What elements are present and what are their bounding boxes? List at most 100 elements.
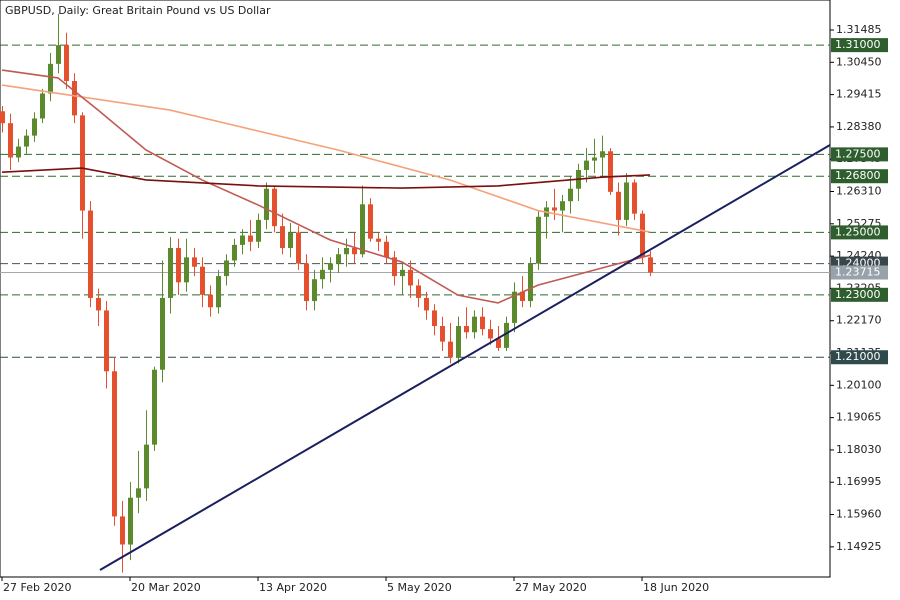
candle-body xyxy=(328,263,333,270)
candle-body xyxy=(168,248,173,298)
trendline xyxy=(99,144,831,571)
candle-body xyxy=(152,369,157,445)
chart-title: GBPUSD, Daily: Great Britain Pound vs US… xyxy=(5,4,271,17)
candle-body xyxy=(416,285,421,298)
candle-body xyxy=(232,244,237,261)
candle-body xyxy=(552,207,557,211)
y-tick-label: 1.15960 xyxy=(836,508,882,521)
price-level-box xyxy=(831,169,888,184)
candle-body xyxy=(440,326,445,342)
candle-body xyxy=(288,232,293,249)
candle-body xyxy=(304,263,309,302)
candle-body xyxy=(256,219,261,242)
price-level-box xyxy=(831,287,888,302)
moving-average xyxy=(1,167,651,189)
candle-body xyxy=(456,326,461,358)
candle-body xyxy=(128,497,133,545)
candle-body xyxy=(136,488,141,498)
candle-body xyxy=(568,188,573,202)
candle-body xyxy=(488,329,493,339)
candle-body xyxy=(584,160,589,170)
price-level-box xyxy=(831,350,888,365)
candle-body xyxy=(48,63,53,94)
plot-frame xyxy=(0,0,831,578)
y-tick-label: 1.28380 xyxy=(836,120,882,133)
candle-body xyxy=(208,294,213,308)
y-tick-label: 1.16995 xyxy=(836,475,882,488)
price-level-label: 1.23000 xyxy=(835,288,881,301)
candle-body xyxy=(592,157,597,161)
y-tick-label: 1.14925 xyxy=(836,540,882,553)
candle-body xyxy=(600,151,605,158)
candle-body xyxy=(176,248,181,283)
price-level-box xyxy=(831,38,888,53)
candle-body xyxy=(224,260,229,277)
y-tick-label: 1.20100 xyxy=(836,378,882,391)
price-level-label: 1.23715 xyxy=(835,266,881,279)
candle-body xyxy=(472,316,477,333)
price-level-label: 1.26800 xyxy=(835,169,881,182)
price-level-label: 1.31000 xyxy=(835,38,881,51)
candle-body xyxy=(80,115,85,211)
candle-body xyxy=(520,291,525,302)
candle-body xyxy=(464,326,469,333)
x-tick-label: 27 Feb 2020 xyxy=(3,581,71,594)
y-tick-label: 1.19065 xyxy=(836,411,882,424)
candle-body xyxy=(320,269,325,280)
price-level-box xyxy=(831,265,888,280)
candle-body xyxy=(280,226,285,249)
candle-body xyxy=(144,444,149,489)
candle-body xyxy=(480,316,485,330)
candle-body xyxy=(616,191,621,220)
candle-body xyxy=(528,263,533,302)
price-level-label: 1.25000 xyxy=(835,225,881,238)
candle-body xyxy=(160,297,165,370)
candle-body xyxy=(240,235,245,245)
y-tick-label: 1.30450 xyxy=(836,55,882,68)
candle-body xyxy=(8,123,13,158)
candle-body xyxy=(640,213,645,258)
candle-body xyxy=(112,371,117,517)
candle-body xyxy=(384,241,389,258)
candle-body xyxy=(424,297,429,311)
y-tick-label: 1.29415 xyxy=(836,88,882,101)
candle-body xyxy=(0,111,5,124)
candle-body xyxy=(536,216,541,264)
candle-body xyxy=(296,232,301,264)
candle-body xyxy=(648,257,653,273)
candle-body xyxy=(608,151,613,192)
candle-body xyxy=(352,248,357,255)
candle-body xyxy=(264,188,269,220)
candle-body xyxy=(16,146,21,158)
candle-body xyxy=(24,135,29,147)
candle-body xyxy=(312,279,317,302)
candle-body xyxy=(368,204,373,239)
candle-body xyxy=(56,45,61,64)
candle-body xyxy=(216,276,221,308)
x-tick-label: 20 Mar 2020 xyxy=(131,581,201,594)
candle-body xyxy=(88,210,93,298)
candle-body xyxy=(512,291,517,323)
candle-body xyxy=(200,266,205,295)
candle-body xyxy=(392,257,397,277)
candle-body xyxy=(560,201,565,211)
candle-body xyxy=(432,310,437,327)
candle-body xyxy=(120,516,125,545)
candle-body xyxy=(32,118,37,136)
y-tick-label: 1.22170 xyxy=(836,314,882,327)
y-tick-label: 1.18030 xyxy=(836,443,882,456)
price-level-box xyxy=(831,147,888,162)
candle-body xyxy=(376,238,381,242)
price-level-box xyxy=(831,225,888,240)
candle-body xyxy=(408,269,413,286)
candle-body xyxy=(632,182,637,214)
candle-body xyxy=(336,254,341,264)
x-tick-label: 18 Jun 2020 xyxy=(643,581,709,594)
candle-body xyxy=(248,235,253,242)
candle-body xyxy=(360,204,365,255)
candle-body xyxy=(184,257,189,283)
candle-body xyxy=(496,338,501,348)
y-tick-label: 1.26310 xyxy=(836,185,882,198)
candle-body xyxy=(624,182,629,220)
